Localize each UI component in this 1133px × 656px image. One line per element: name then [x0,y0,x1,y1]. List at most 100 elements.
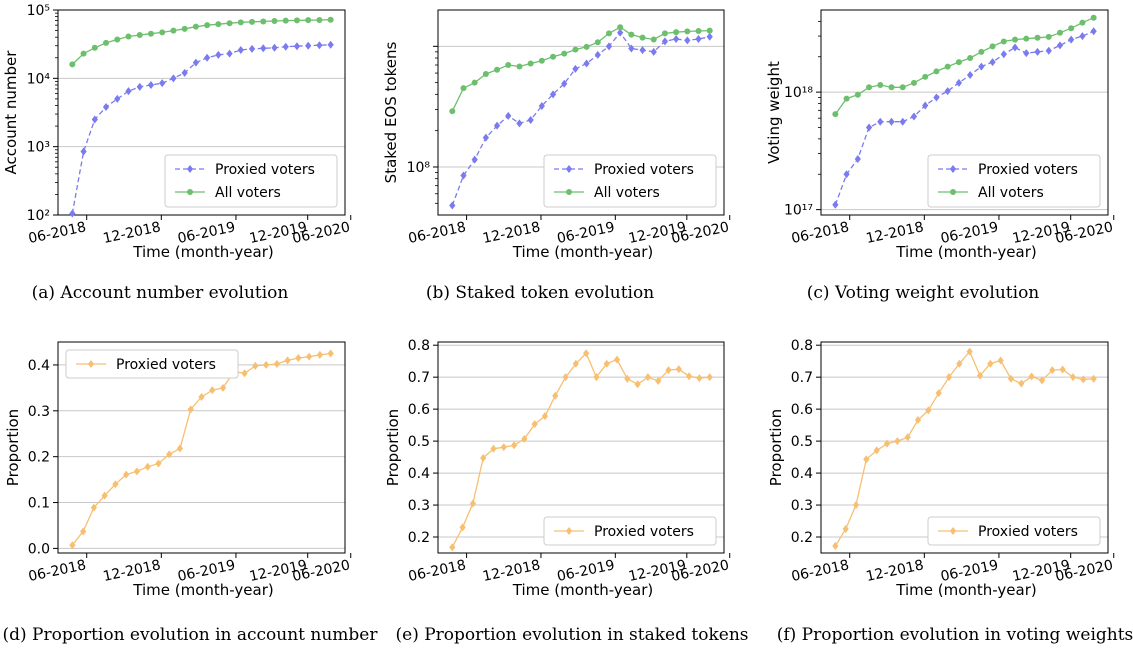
data-point [237,45,244,54]
data-point [480,454,487,463]
data-point [248,44,256,53]
data-point [176,444,184,453]
y-tick-label: 0.8 [408,338,430,354]
data-point [922,101,929,110]
data-point [863,455,870,464]
panel-caption: (d) Proportion evolution in account numb… [2,625,378,645]
data-point [219,383,227,392]
data-point [695,34,702,43]
chart-panel-d: 0.00.10.20.30.406-2018 12-2018 06-2019 12-2… [2,341,378,645]
data-point [260,18,267,25]
y-tick-label: 0.5 [408,434,430,450]
data-point [282,17,289,24]
data-point [316,350,324,359]
legend: Proxied voters [65,349,239,379]
data-point [1011,43,1019,52]
data-point [852,501,860,510]
data-point [260,44,267,53]
data-point [538,102,545,111]
data-point [541,412,549,421]
data-point [673,34,680,43]
data-point [521,434,528,443]
legend-marker [566,189,572,195]
data-point [293,17,300,24]
data-point [696,374,703,383]
data-point [655,377,662,386]
data-point [181,25,188,32]
legend-box [927,516,1101,546]
data-point [490,444,497,453]
data-point [192,58,200,67]
data-point [910,79,917,86]
data-point [1090,374,1097,383]
data-point [899,84,906,91]
data-point [1090,14,1097,21]
data-point [136,32,143,39]
data-point [516,119,523,128]
data-point [271,18,278,25]
x-tick-label: 06-2018 [407,219,468,247]
data-point [883,439,891,448]
data-point [966,347,973,356]
legend-box [164,154,338,208]
data-point [147,30,154,37]
data-point [997,356,1004,365]
data-point [170,74,177,83]
legend-box [543,516,717,546]
y-axis-label: Proportion [4,409,22,486]
data-point [101,491,108,500]
data-point [192,23,199,30]
y-tick-label: 0.4 [408,466,430,482]
y-axis-label: Account number [2,50,20,175]
data-point [549,90,557,99]
data-point [933,68,940,75]
y-axis-label: Staked EOS tokens [382,42,400,184]
data-point [538,57,545,64]
data-point [877,81,884,88]
data-point [966,70,974,79]
data-point [944,63,951,70]
data-point [617,28,624,37]
data-point [125,33,132,40]
data-point [1023,49,1030,58]
data-point [271,43,278,52]
data-point [706,373,713,382]
data-point [449,108,456,115]
data-point [976,371,984,380]
data-point [1018,379,1025,388]
series-line [71,352,331,546]
data-point [125,87,132,96]
data-point [114,94,121,103]
data-point [159,79,166,88]
data-point [583,43,590,50]
plot-frame [437,9,725,216]
data-point [1028,372,1035,381]
data-point [1000,38,1007,45]
data-point [204,22,211,29]
data-point [583,59,590,68]
legend: Proxied voters All voters [927,154,1101,208]
legend-label: All voters [978,185,1044,201]
data-point [866,84,873,91]
data-point [69,209,76,218]
x-axis-label: Time (month-year) [512,243,653,261]
data-point [123,470,130,479]
data-point [1000,50,1007,59]
data-point [594,50,601,59]
y-tick-label: 0.8 [791,338,813,354]
legend-label: All voters [594,185,660,201]
data-point [661,30,668,37]
legend: Proxied voters [543,516,717,546]
data-point [327,16,334,23]
data-point [673,29,680,36]
data-point [956,359,963,368]
data-point [873,446,880,455]
panel-caption: (c) Voting weight evolution [807,283,1040,303]
legend-marker [565,165,573,173]
data-point [572,46,579,53]
y-tick-label: 0.6 [408,402,430,418]
data-point [675,365,682,374]
data-point [1079,19,1086,26]
legend: Proxied voters All voters [543,154,717,208]
